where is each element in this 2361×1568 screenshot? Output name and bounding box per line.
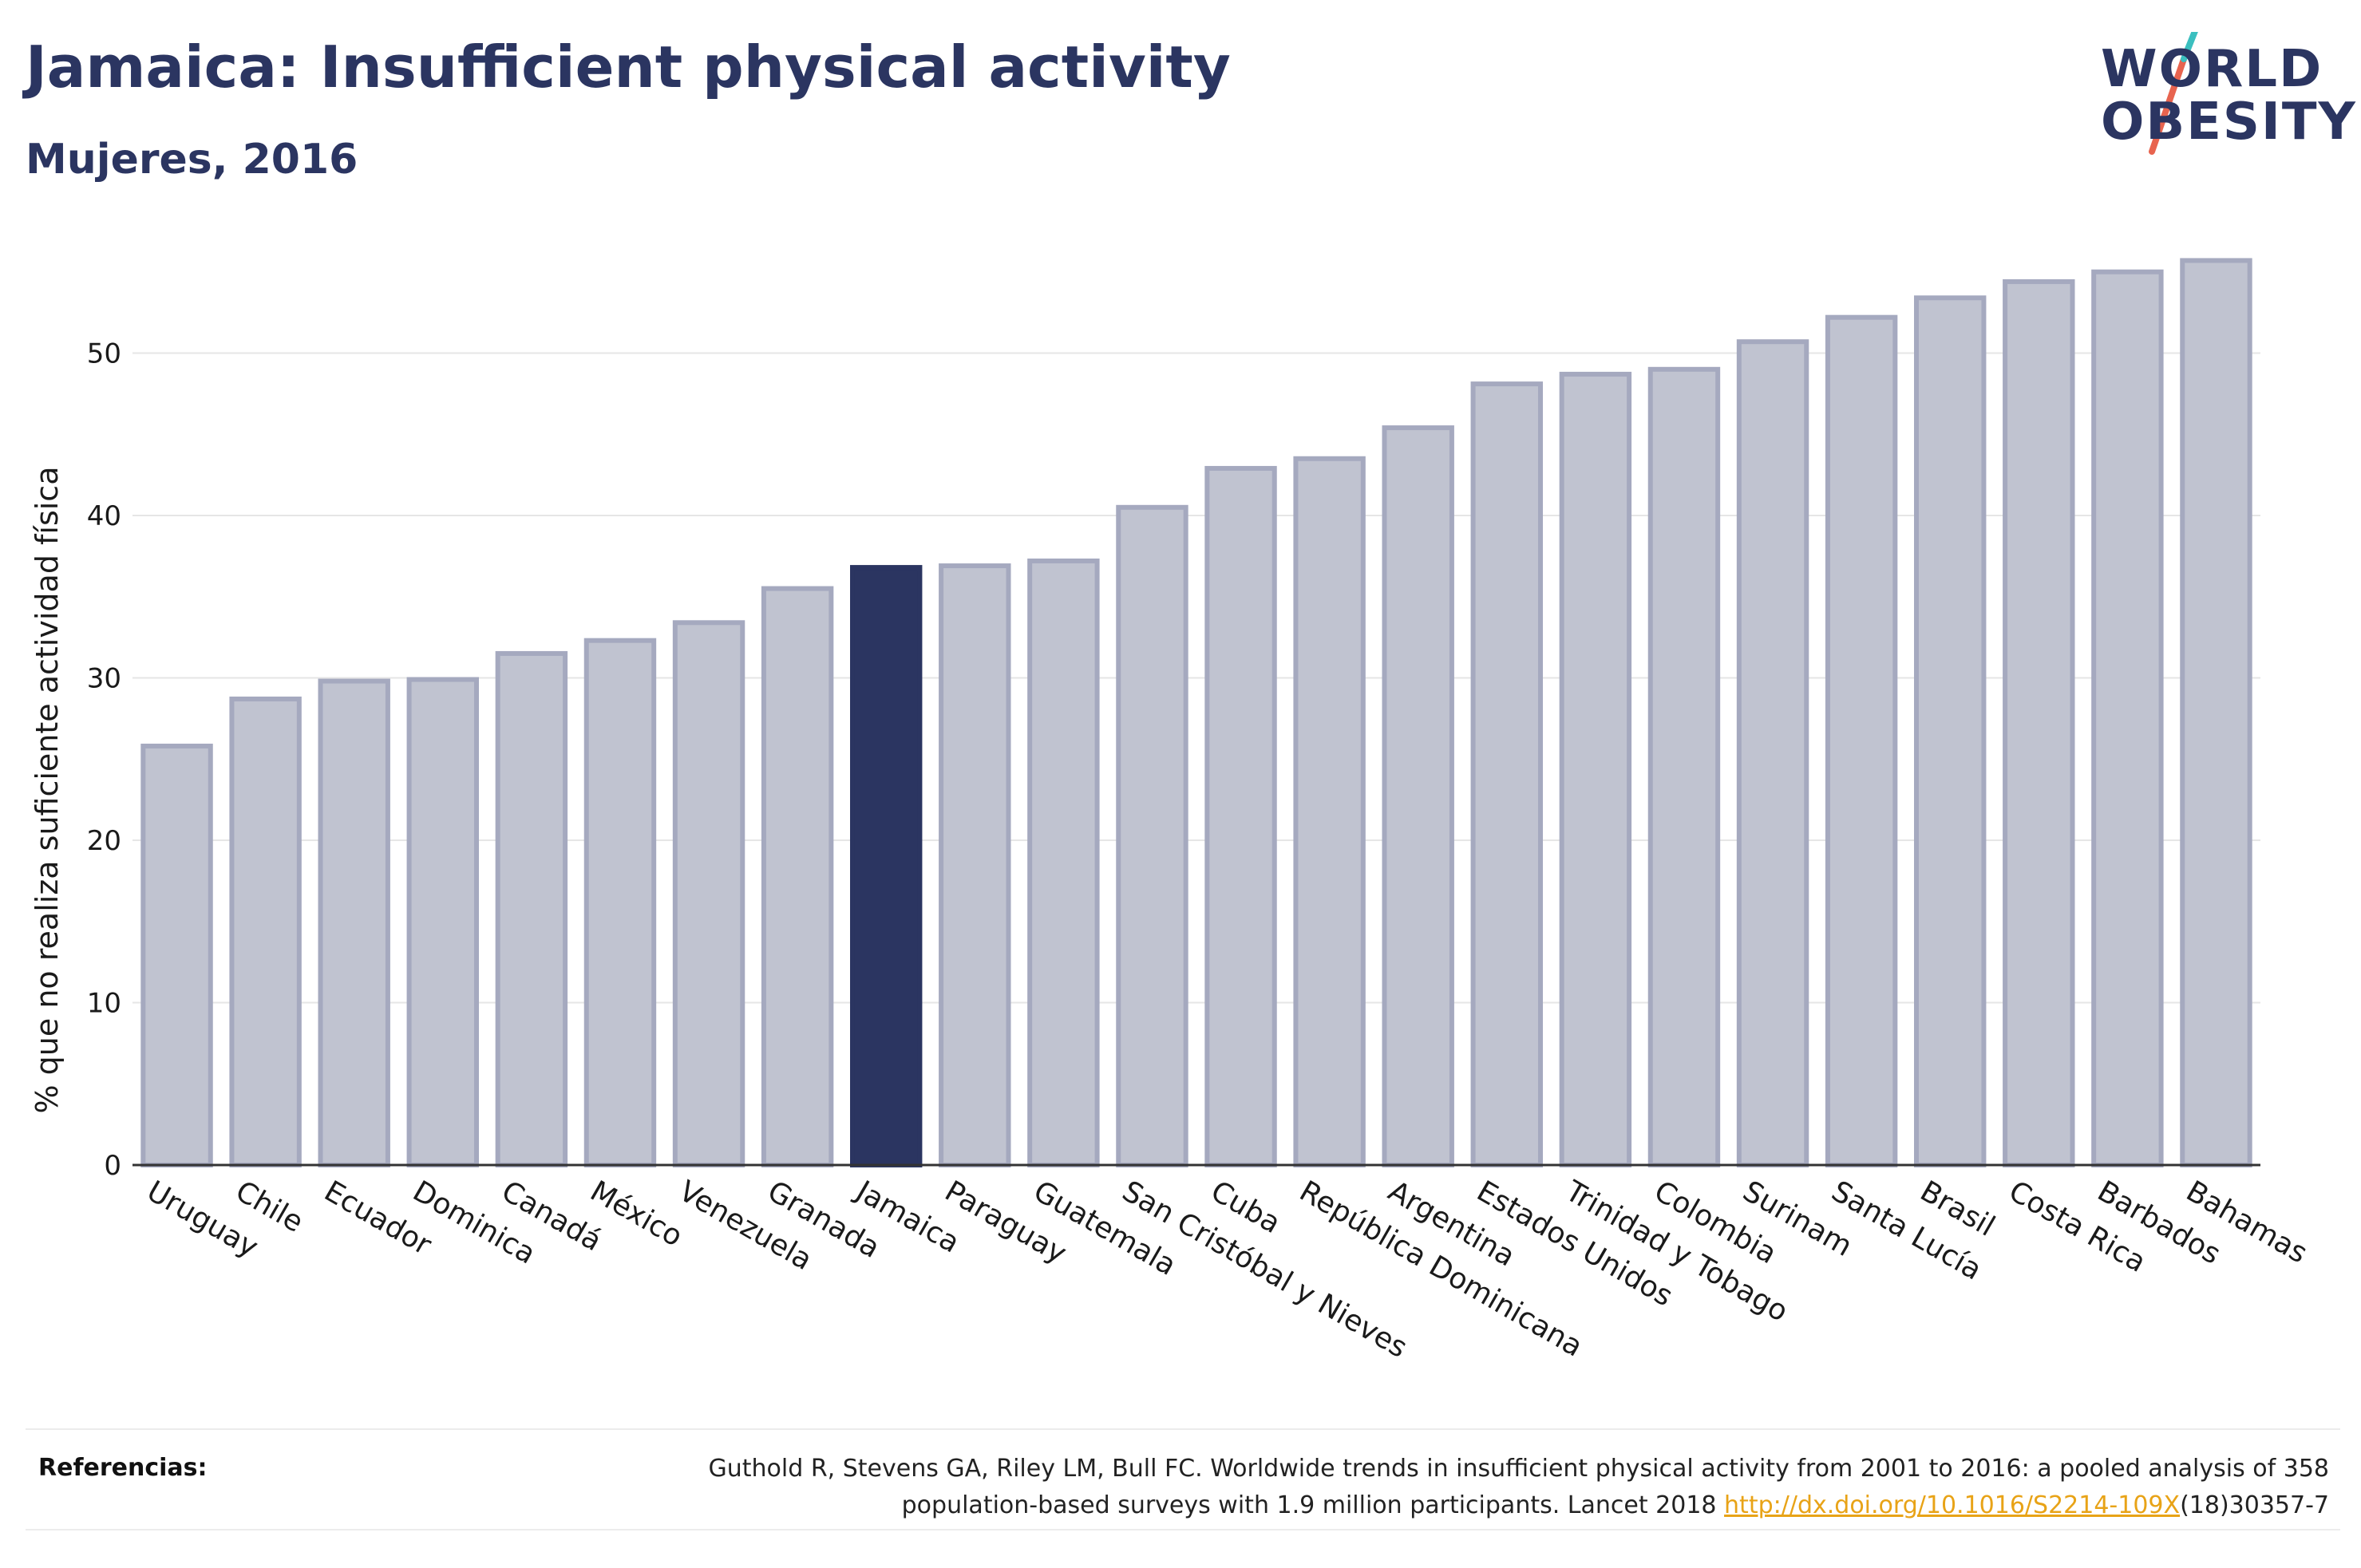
bar-guatemala: [1027, 558, 1100, 1167]
references-text: Guthold R, Stevens GA, Riley LM, Bull FC…: [573, 1451, 2329, 1524]
reference-line-2-suffix: (18)30357-7: [2180, 1491, 2329, 1519]
bar-m-xico: [583, 638, 657, 1167]
reference-line-2: population-based surveys with 1.9 millio…: [573, 1487, 2329, 1524]
world-obesity-logo: WORLD OBESITY: [2075, 32, 2355, 176]
logo-word-obesity: OBESITY: [2101, 93, 2357, 152]
bar-uruguay: [140, 743, 213, 1167]
bar-rep-blica-dominicana: [1293, 456, 1366, 1167]
bar-venezuela: [672, 620, 745, 1167]
x-tick-label: México: [584, 1175, 687, 1253]
bar-argentina: [1382, 425, 1454, 1167]
bar-colombia: [1647, 366, 1721, 1167]
bar-dominica: [406, 677, 480, 1167]
y-tick-label: 10: [87, 987, 121, 1019]
reference-line-1: Guthold R, Stevens GA, Riley LM, Bull FC…: [708, 1455, 2329, 1483]
y-axis-title: % que no realiza suficiente actividad fí…: [30, 467, 65, 1114]
chart-subtitle: Mujeres, 2016: [26, 136, 358, 184]
y-tick-label: 30: [87, 662, 121, 694]
bar-cuba: [1204, 465, 1277, 1167]
bar-paraguay: [939, 563, 1011, 1167]
bar-bahamas: [2180, 258, 2252, 1167]
bar-granada: [761, 586, 834, 1167]
bar-costa-rica: [2003, 278, 2075, 1168]
bar-barbados: [2091, 269, 2164, 1167]
reference-divider-bottom: [26, 1529, 2340, 1530]
doi-link[interactable]: http://dx.doi.org/10.1016/S2214-109X: [1724, 1491, 2181, 1519]
bar-canad-: [495, 650, 568, 1167]
reference-line-2-text: population-based surveys with 1.9 millio…: [901, 1491, 1725, 1519]
bar-surinam: [1736, 339, 1809, 1167]
chart-title: Jamaica: Insufficient physical activity: [26, 34, 1231, 101]
y-tick-label: 20: [87, 825, 121, 857]
bar-santa-luc-a: [1825, 314, 1898, 1167]
bar-ecuador: [318, 678, 390, 1167]
bar-estados-unidos: [1470, 381, 1544, 1167]
bar-trinidad-y-tobago: [1559, 371, 1632, 1167]
logo-word-world: WORLD: [2101, 40, 2323, 99]
bar-chart: 0 10 20 30 40 50 % que no realiza suficiente a…: [30, 258, 2313, 1365]
logo-slash-icon: [2149, 32, 2198, 155]
y-tick-label: 0: [104, 1150, 121, 1182]
bar-jamaica: [849, 565, 923, 1167]
bar-san-crist-bal-y-nieves: [1116, 504, 1188, 1167]
reference-divider-top: [26, 1428, 2340, 1430]
y-tick-label: 40: [87, 500, 121, 532]
bar-brasil: [1913, 295, 1987, 1167]
bar-chile: [229, 696, 302, 1167]
references-label: Referencias:: [38, 1454, 208, 1482]
y-tick-label: 50: [87, 338, 121, 369]
